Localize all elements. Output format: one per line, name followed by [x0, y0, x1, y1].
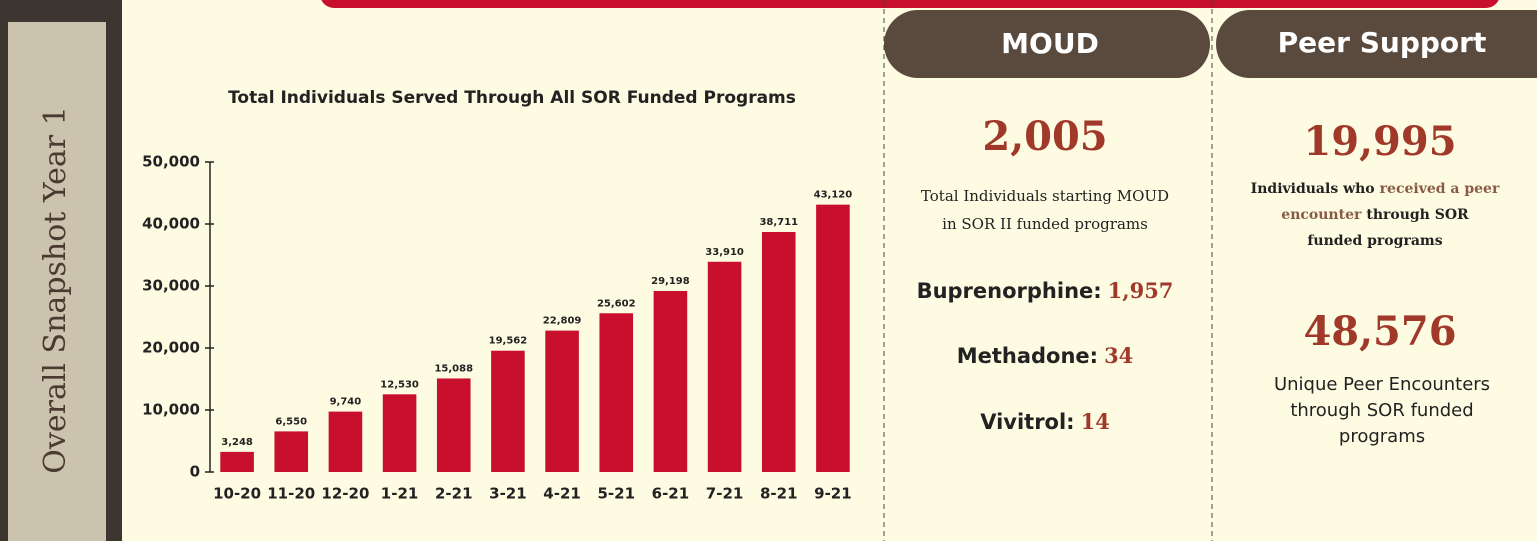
item-label: Vivitrol:: [980, 410, 1074, 434]
data-label: 38,711: [759, 217, 798, 228]
item-value: 1,957: [1108, 278, 1174, 303]
x-tick-label: 12-20: [321, 485, 369, 503]
peer-description: Unique Peer Encounters: [1274, 374, 1490, 395]
chart-title: Total Individuals Served Through All SOR…: [228, 88, 796, 108]
data-label: 15,088: [434, 363, 473, 374]
data-label: 29,198: [651, 276, 690, 287]
data-label: 6,550: [275, 416, 307, 427]
y-tick-label: 30,000: [142, 277, 200, 295]
peer-description: funded programs: [1307, 233, 1442, 249]
bar: [761, 231, 796, 472]
text: funded programs: [1307, 233, 1442, 249]
peer-description: Individuals who received a peer: [1251, 181, 1500, 197]
x-tick-label: 4-21: [543, 485, 581, 503]
top-banner: [321, 0, 1499, 8]
y-tick-label: 10,000: [142, 401, 200, 419]
highlight: received a peer: [1380, 181, 1500, 197]
moud-total: 2,005: [982, 113, 1107, 160]
peer-stat: 48,576: [1303, 308, 1456, 355]
data-label: 22,809: [543, 316, 582, 327]
bar: [816, 204, 850, 472]
item-label: Buprenorphine:: [917, 279, 1102, 303]
sidebar-title: Overall Snapshot Year 1: [38, 106, 73, 473]
x-tick-label: 2-21: [435, 485, 473, 503]
x-tick-label: 10-20: [213, 485, 261, 503]
highlight: encounter: [1281, 207, 1362, 223]
item-value: 14: [1081, 409, 1110, 434]
peer-header-bg: [1216, 10, 1537, 78]
y-tick-label: 50,000: [142, 153, 200, 171]
x-tick-label: 8-21: [760, 485, 798, 503]
x-tick-label: 3-21: [489, 485, 527, 503]
data-label: 3,248: [221, 437, 253, 448]
x-tick-label: 5-21: [597, 485, 635, 503]
bar: [382, 394, 417, 472]
bar: [707, 261, 742, 472]
item-label: Methadone:: [957, 344, 1098, 368]
peer-description: encounter through SOR: [1281, 207, 1469, 223]
x-tick-label: 9-21: [814, 485, 852, 503]
bar: [220, 451, 254, 472]
moud-header: MOUD: [1001, 27, 1099, 60]
peer-stat: 19,995: [1303, 118, 1456, 165]
moud-description: Total Individuals starting MOUD: [921, 187, 1169, 205]
bar: [328, 411, 363, 472]
data-label: 12,530: [380, 379, 419, 390]
bar: [545, 330, 579, 472]
bar: [436, 378, 471, 472]
x-tick-label: 1-21: [381, 485, 419, 503]
data-label: 9,740: [330, 397, 362, 408]
data-label: 25,602: [597, 298, 636, 309]
data-label: 43,120: [814, 190, 853, 201]
y-tick-label: 20,000: [142, 339, 200, 357]
x-tick-label: 6-21: [652, 485, 690, 503]
peer-header: Peer Support: [1278, 26, 1487, 59]
sidebar-panel: [8, 22, 106, 541]
bar: [274, 431, 309, 472]
moud-item: Methadone: 34: [957, 343, 1134, 369]
moud-item: Vivitrol: 14: [980, 409, 1110, 435]
y-tick-label: 0: [190, 463, 200, 481]
text: through SOR: [1366, 207, 1469, 223]
peer-description: through SOR funded: [1290, 400, 1473, 421]
moud-item: Buprenorphine: 1,957: [917, 278, 1174, 304]
moud-description: in SOR II funded programs: [942, 215, 1148, 233]
y-tick-label: 40,000: [142, 215, 200, 233]
data-label: 19,562: [489, 336, 528, 347]
bar: [599, 313, 634, 472]
data-label: 33,910: [705, 247, 744, 258]
item-value: 34: [1104, 343, 1133, 368]
x-tick-label: 7-21: [706, 485, 744, 503]
peer-description: programs: [1339, 426, 1425, 447]
bar: [653, 290, 688, 472]
bar: [491, 350, 525, 472]
moud-header-bg: [884, 10, 1210, 78]
text: Individuals who: [1251, 181, 1375, 197]
x-tick-label: 11-20: [267, 485, 315, 503]
bar-chart: 0 10,000 20,000 30,000 40,000 50,000 10-20 3,24…: [142, 153, 852, 503]
